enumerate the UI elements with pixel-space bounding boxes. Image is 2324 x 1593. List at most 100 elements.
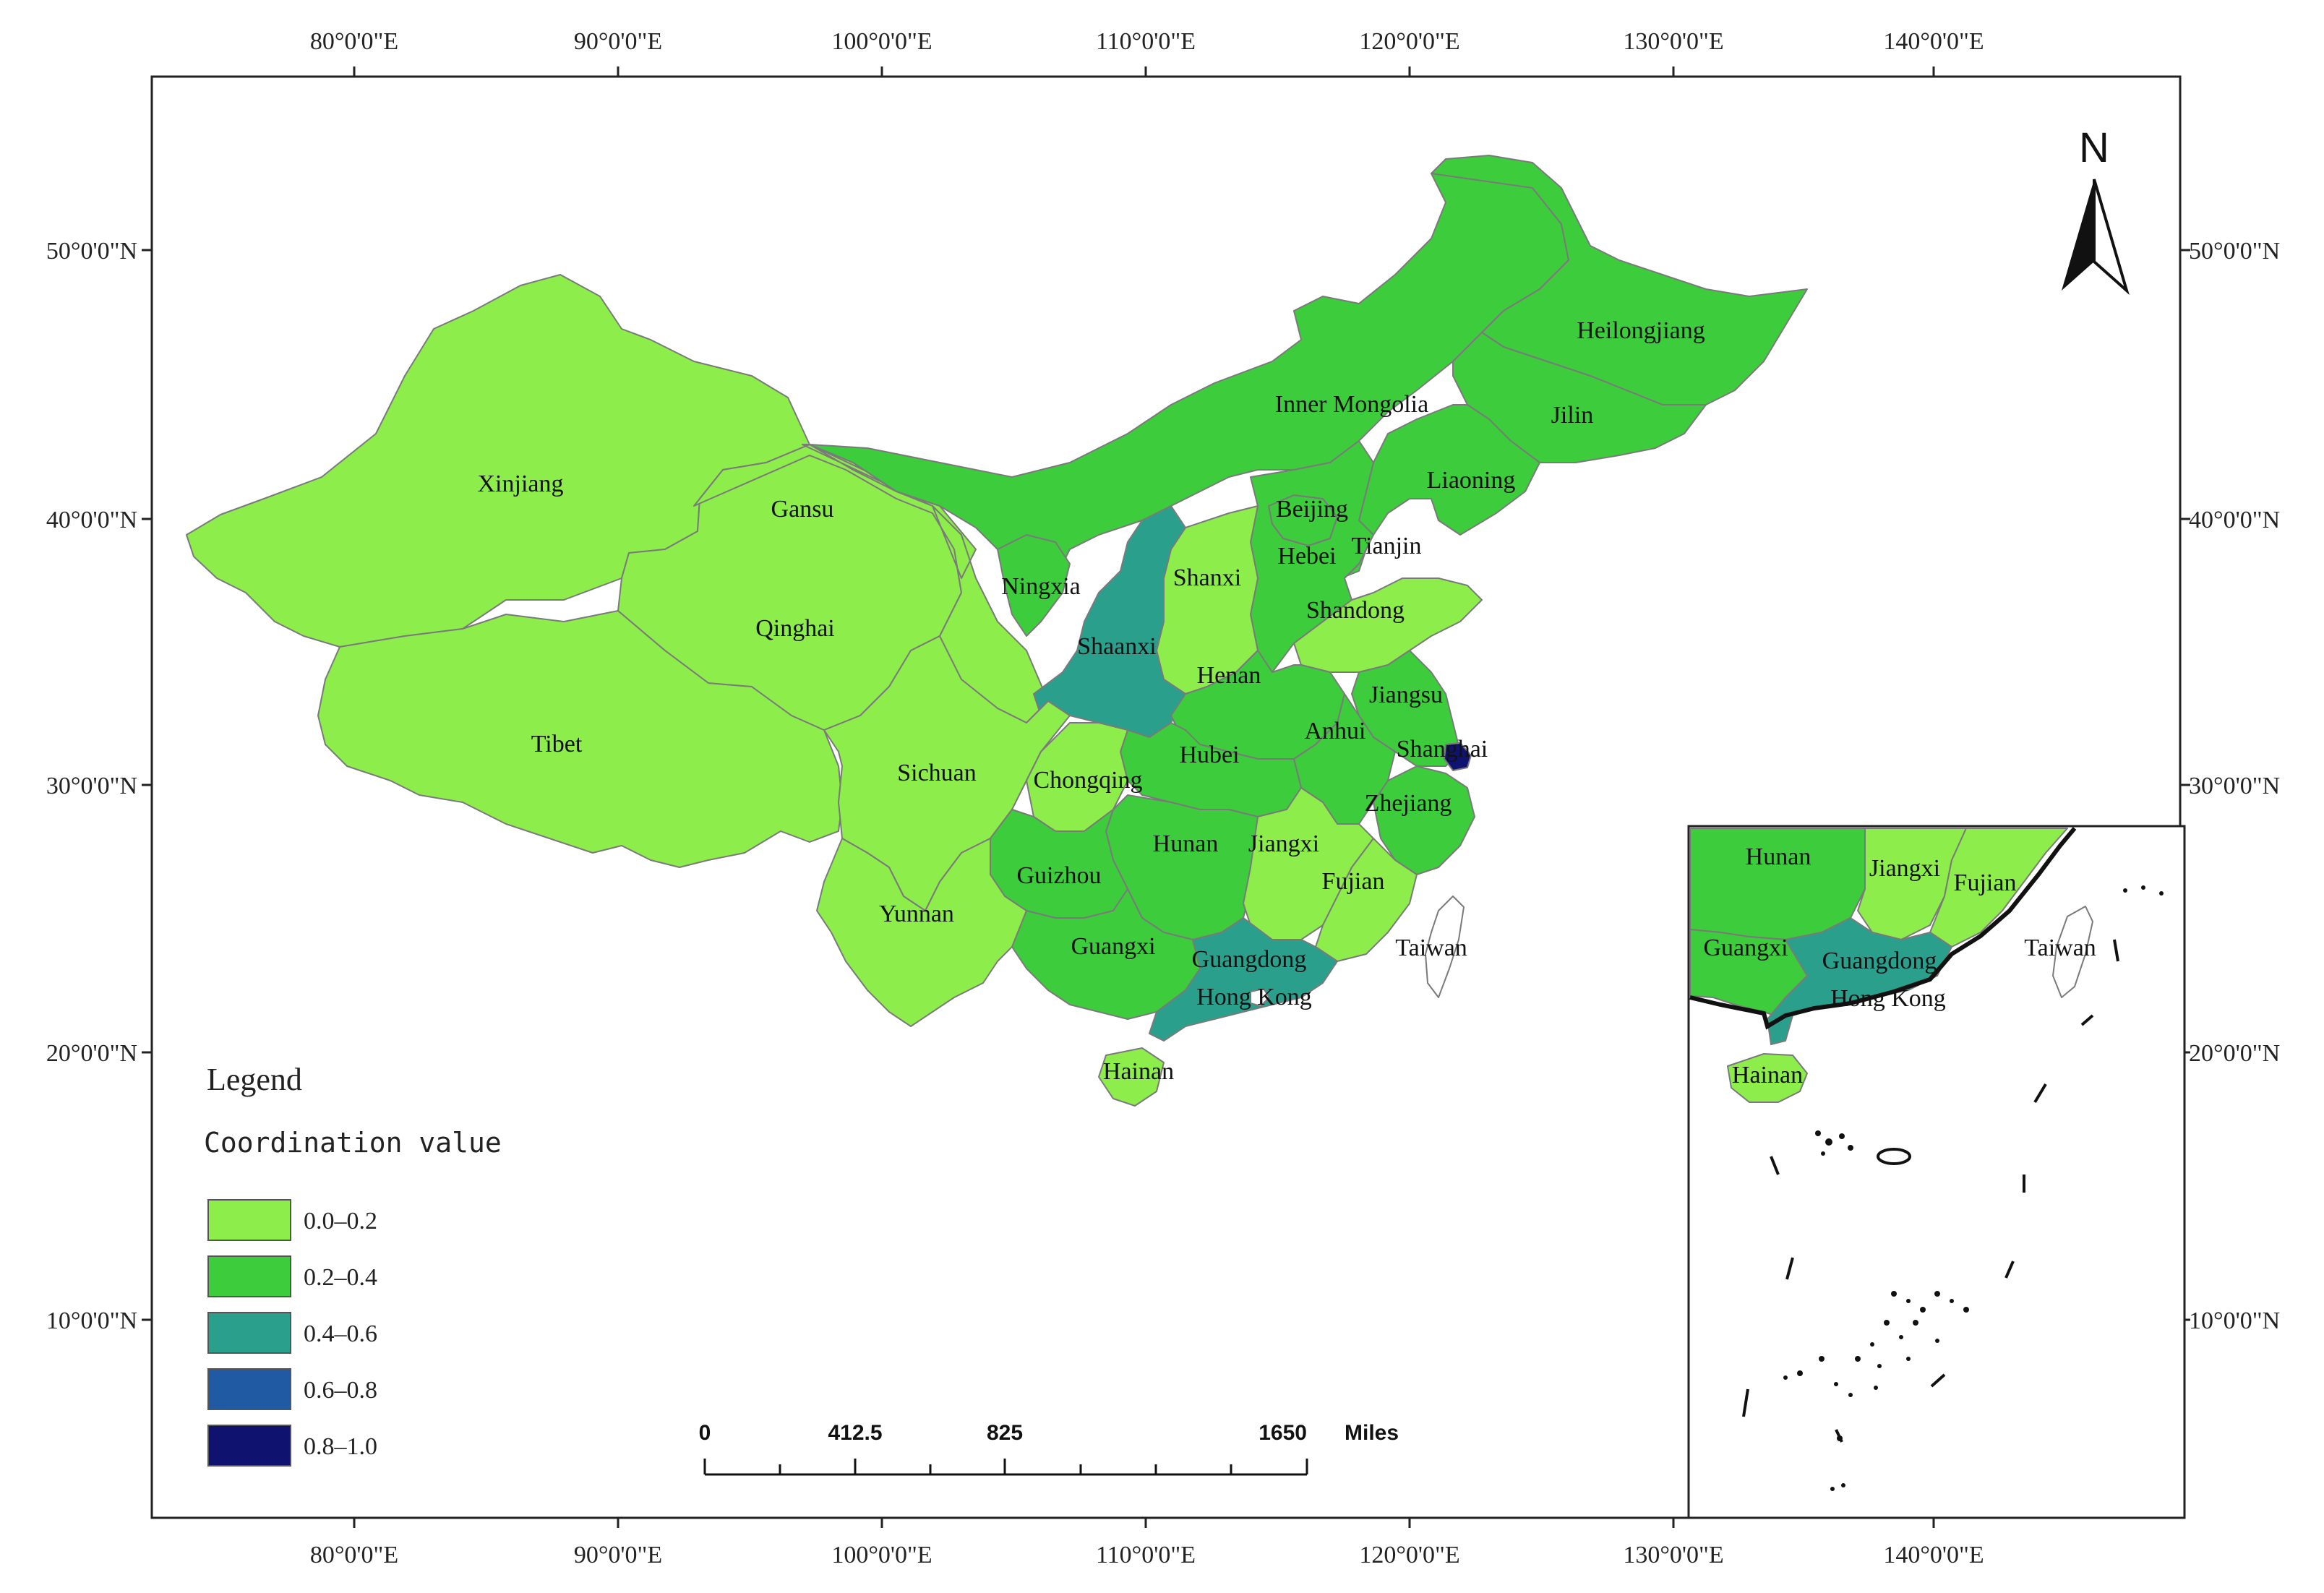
lon-label-bottom: 130°0'0"E xyxy=(1623,1542,1723,1568)
lon-label-bottom: 140°0'0"E xyxy=(1883,1542,1984,1568)
lon-label-top: 100°0'0"E xyxy=(831,28,932,55)
lon-label-top: 110°0'0"E xyxy=(1096,28,1196,55)
legend-item: 0.0–0.2 xyxy=(207,1199,377,1241)
label-inner-mongolia: Inner Mongolia xyxy=(1275,391,1428,418)
label-beijing: Beijing xyxy=(1276,496,1348,523)
inset-label-hunan: Hunan xyxy=(1746,843,1811,870)
legend-swatch xyxy=(207,1368,291,1410)
graticule-bottom-labels: 80°0'0"E 90°0'0"E 100°0'0"E 110°0'0"E 12… xyxy=(310,1542,1984,1568)
label-ningxia: Ningxia xyxy=(1001,573,1081,600)
legend-item-label: 0.6–0.8 xyxy=(304,1377,377,1404)
label-taiwan: Taiwan xyxy=(1395,935,1467,961)
legend-subtitle: Coordination value xyxy=(204,1127,502,1159)
inset-label-taiwan: Taiwan xyxy=(2024,935,2096,961)
label-jiangsu: Jiangsu xyxy=(1369,682,1443,708)
label-zhejiang: Zhejiang xyxy=(1365,790,1452,817)
label-hubei: Hubei xyxy=(1179,742,1239,768)
inset-coastline xyxy=(1689,827,2077,1030)
label-tibet: Tibet xyxy=(531,731,583,757)
label-anhui: Anhui xyxy=(1305,718,1366,744)
inset-label-hainan: Hainan xyxy=(1732,1062,1803,1089)
label-sichuan: Sichuan xyxy=(897,760,977,786)
north-label: N xyxy=(2079,124,2109,171)
province-labels: Xinjiang Tibet Qinghai Gansu Inner Mongo… xyxy=(478,317,1705,1085)
north-arrow-icon xyxy=(2062,179,2130,296)
graticule-ticks xyxy=(142,66,2190,1528)
lat-label-left: 30°0'0"N xyxy=(46,773,137,799)
lon-label-top: 80°0'0"E xyxy=(310,28,398,55)
lat-label-right: 30°0'0"N xyxy=(2189,773,2280,799)
label-fujian: Fujian xyxy=(1322,868,1385,895)
legend-title: Legend xyxy=(207,1062,302,1097)
lon-label-bottom: 110°0'0"E xyxy=(1096,1542,1196,1568)
label-tianjin: Tianjin xyxy=(1351,533,1421,559)
legend-item-label: 0.0–0.2 xyxy=(304,1208,377,1235)
legend-swatch xyxy=(207,1425,291,1467)
lat-label-left: 50°0'0"N xyxy=(46,238,137,265)
inset-region-hainan xyxy=(1727,1053,1808,1103)
region-hong-kong xyxy=(1250,988,1270,1007)
region-shanghai xyxy=(1444,742,1472,771)
inset-label-guangxi: Guangxi xyxy=(1703,935,1788,961)
label-guangxi: Guangxi xyxy=(1071,933,1155,960)
label-hainan: Hainan xyxy=(1103,1058,1174,1085)
label-shanxi: Shanxi xyxy=(1173,564,1241,591)
inset-province-layer xyxy=(1689,827,2093,1103)
legend-swatch xyxy=(207,1312,291,1354)
lon-label-top: 90°0'0"E xyxy=(574,28,662,55)
legend-swatch xyxy=(207,1199,291,1241)
label-jilin: Jilin xyxy=(1551,402,1594,429)
legend-item: 0.6–0.8 xyxy=(207,1368,377,1410)
legend-item-label: 0.8–1.0 xyxy=(304,1433,377,1460)
lon-label-top: 130°0'0"E xyxy=(1623,28,1723,55)
inset-label-hong-kong: Hong Kong xyxy=(1830,985,1946,1012)
lon-label-bottom: 90°0'0"E xyxy=(574,1542,662,1568)
inset-map: Hunan Jiangxi Fujian Guangxi Guangdong H… xyxy=(1687,825,2186,1519)
region-guangdong xyxy=(1149,917,1338,1042)
region-ningxia xyxy=(997,534,1071,637)
map-frame xyxy=(150,75,2182,1519)
region-yunnan xyxy=(816,838,1027,1027)
legend-item: 0.8–1.0 xyxy=(207,1425,377,1467)
inset-label-guangdong: Guangdong xyxy=(1822,948,1937,974)
province-layer xyxy=(186,155,1808,1107)
label-hunan: Hunan xyxy=(1153,830,1219,857)
lat-label-left: 40°0'0"N xyxy=(46,507,137,533)
legend-swatch xyxy=(207,1255,291,1297)
lon-label-bottom: 100°0'0"E xyxy=(831,1542,932,1568)
inset-dash-lines xyxy=(1742,939,2119,1443)
legend-item-label: 0.4–0.6 xyxy=(304,1321,377,1347)
region-fujian xyxy=(1315,838,1418,962)
legend: Legend Coordination value 0.0–0.2 0.2–0.… xyxy=(204,1062,502,1467)
region-hainan xyxy=(1098,1047,1165,1107)
legend-item-label: 0.2–0.4 xyxy=(304,1264,377,1291)
inset-labels: Hunan Jiangxi Fujian Guangxi Guangdong H… xyxy=(1703,843,2096,1089)
label-chongqing: Chongqing xyxy=(1033,767,1142,794)
label-qinghai: Qinghai xyxy=(755,615,835,642)
graticule-top-labels: 80°0'0"E 90°0'0"E 100°0'0"E 110°0'0"E 12… xyxy=(310,28,1984,55)
lon-label-top: 140°0'0"E xyxy=(1883,28,1984,55)
lon-label-top: 120°0'0"E xyxy=(1359,28,1459,55)
scale-bar: 0 412.5 825 1650 Miles xyxy=(699,1421,1399,1476)
lat-label-right: 20°0'0"N xyxy=(2189,1040,2280,1067)
label-heilongjiang: Heilongjiang xyxy=(1577,317,1705,344)
lat-label-right: 40°0'0"N xyxy=(2189,507,2280,533)
graticule-left-labels: 50°0'0"N 40°0'0"N 30°0'0"N 20°0'0"N 10°0… xyxy=(46,238,137,1334)
scale-bar-line xyxy=(703,1459,1308,1476)
inset-region-fujian xyxy=(1929,828,2068,948)
lon-label-bottom: 120°0'0"E xyxy=(1359,1542,1459,1568)
region-shandong xyxy=(1293,577,1483,673)
legend-item: 0.2–0.4 xyxy=(207,1255,377,1297)
lat-label-left: 20°0'0"N xyxy=(46,1040,137,1067)
label-xinjiang: Xinjiang xyxy=(478,471,564,497)
label-hebei: Hebei xyxy=(1277,543,1336,570)
label-guizhou: Guizhou xyxy=(1016,862,1101,889)
region-zhejiang xyxy=(1373,765,1475,875)
label-hong-kong: Hong Kong xyxy=(1196,984,1312,1010)
lon-label-bottom: 80°0'0"E xyxy=(310,1542,398,1568)
lat-label-right: 10°0'0"N xyxy=(2189,1308,2280,1334)
north-arrow: N xyxy=(2062,124,2130,296)
inset-label-fujian: Fujian xyxy=(1954,870,2017,896)
scale-label: 1650 xyxy=(1259,1421,1307,1445)
label-gansu: Gansu xyxy=(771,496,834,523)
